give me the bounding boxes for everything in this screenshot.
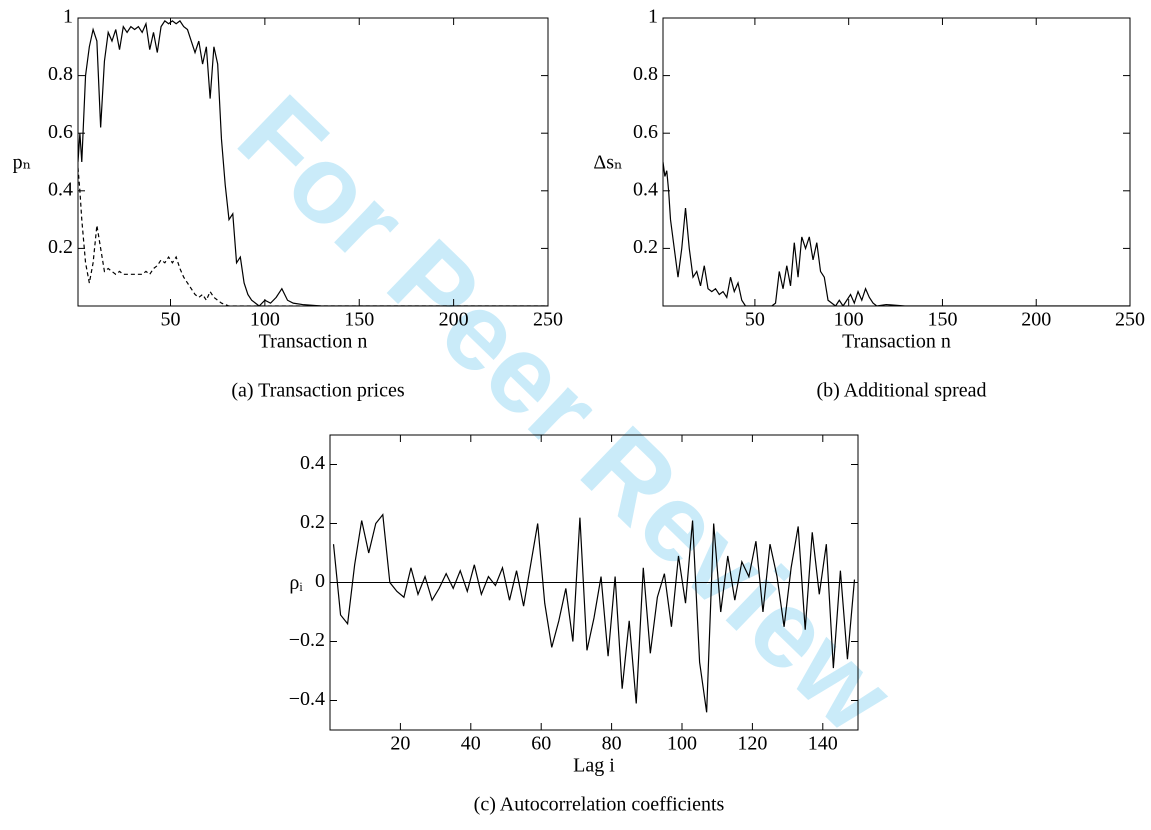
x-tick-label: 250 [1115,309,1145,331]
y-tick-label: −0.2 [289,629,325,651]
plot-frame [662,17,1131,307]
x-tick-label: 50 [160,309,180,331]
x-tick-label: 50 [745,309,765,331]
x-tick-label: 100 [667,733,697,755]
y-tick-label: 0.2 [48,236,73,258]
data-line [332,513,856,713]
y-tick-label: 0.8 [633,63,658,85]
y-tick-label: 1 [648,6,658,28]
x-tick-label: 40 [461,733,481,755]
y-tick-label: 0.2 [633,236,658,258]
y-tick-label: 0.4 [633,178,658,200]
x-tick-label: 200 [439,309,469,331]
x-axis-label: Transaction n [259,331,368,353]
y-tick-label: 0.8 [48,63,73,85]
caption: (a) Transaction prices [231,380,405,402]
y-tick-label: −0.4 [289,688,325,710]
x-tick-label: 150 [927,309,957,331]
data-line [78,167,548,306]
y-tick-label: 0.4 [48,178,73,200]
y-tick-label: 0.6 [633,121,658,143]
caption: (b) Additional spread [817,380,987,402]
x-axis-label: Lag i [573,755,615,777]
y-axis-label: Δsₙ [593,152,622,174]
data-line [78,20,548,306]
watermark: For Peer Review [215,72,916,755]
y-tick-label: 0.6 [48,121,73,143]
plot-frame [77,17,549,307]
x-tick-label: 100 [834,309,864,331]
caption: (c) Autocorrelation coefficients [474,794,725,816]
y-tick-label: 0.4 [300,452,325,474]
x-tick-label: 140 [808,733,838,755]
x-tick-label: 100 [250,309,280,331]
x-tick-label: 60 [531,733,551,755]
data-line [663,161,1130,306]
x-tick-label: 200 [1021,309,1051,331]
y-axis-label: ρᵢ [289,572,303,594]
y-axis-label: pₙ [13,152,32,174]
y-tick-label: 0.2 [300,511,325,533]
x-tick-label: 120 [737,733,767,755]
x-tick-label: 80 [602,733,622,755]
x-tick-label: 250 [533,309,563,331]
y-tick-label: 1 [63,6,73,28]
x-tick-label: 20 [390,733,410,755]
y-tick-label: 0 [315,570,325,592]
x-tick-label: 150 [344,309,374,331]
x-axis-label: Transaction n [842,331,951,353]
